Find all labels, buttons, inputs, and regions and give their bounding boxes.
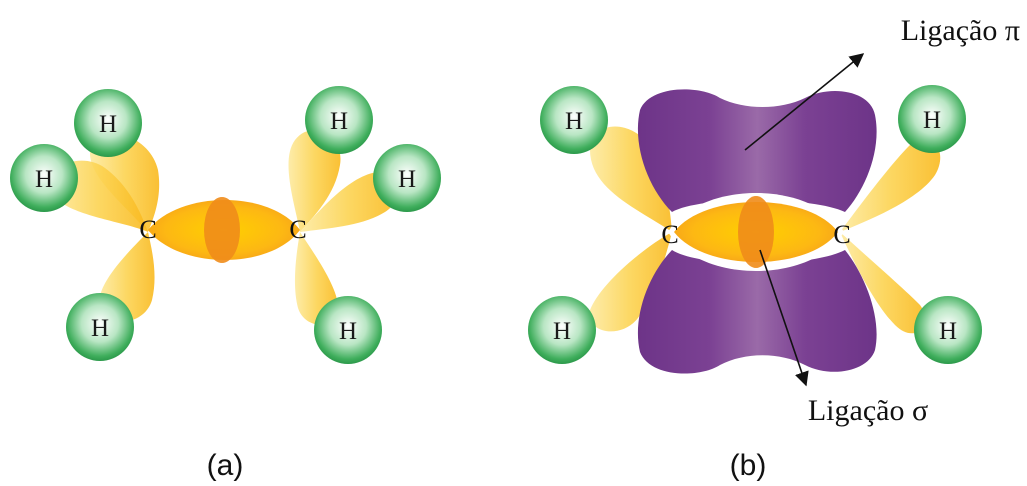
hydrogen-label: H — [553, 318, 571, 345]
hydrogen-atom: H — [314, 296, 382, 364]
carbon-label: C — [139, 215, 156, 244]
panel-a-label: (a) — [207, 449, 244, 482]
carbon-label: C — [661, 220, 678, 249]
panel-b-molecule — [589, 89, 941, 374]
hydrogen-label: H — [99, 111, 117, 138]
sp2-orbital-lobe — [288, 130, 341, 232]
hydrogen-label: H — [398, 166, 416, 193]
hydrogen-atom: H — [540, 86, 608, 154]
pi-bond-arrow — [744, 53, 865, 151]
sigma-bond-arrow — [759, 249, 809, 387]
hydrogen-atom: H — [66, 293, 134, 361]
hydrogen-label: H — [330, 108, 348, 135]
sp2-orbital-lobe — [840, 138, 941, 232]
carbon-label: C — [289, 215, 306, 244]
hydrogen-atom: H — [373, 144, 441, 212]
hydrogen-label: H — [923, 107, 941, 134]
sp2-orbital-lobe — [294, 232, 339, 325]
pi-bond-lower-lobe — [637, 250, 877, 374]
hydrogen-label: H — [565, 108, 583, 135]
hydrogen-atom: H — [528, 296, 596, 364]
sp2-orbital-lobe — [300, 171, 398, 232]
sp2-orbital-lobe — [90, 133, 160, 232]
sigma-bond-overlap — [738, 196, 774, 268]
hydrogen-label: H — [91, 315, 109, 342]
hydrogen-atoms: H H H H H H H H — [10, 85, 982, 364]
sigma-bond-label: Ligação σ — [808, 394, 928, 427]
sp2-orbital-lobe — [840, 232, 926, 334]
hydrogen-label: H — [939, 318, 957, 345]
panel-b-label: (b) — [730, 449, 767, 482]
hydrogen-label: H — [35, 166, 53, 193]
hydrogen-atom: H — [305, 86, 373, 154]
sigma-bond-overlap — [204, 197, 240, 263]
pi-bond-upper-lobe — [637, 89, 877, 212]
panel-a-molecule — [48, 130, 398, 325]
hydrogen-atom: H — [898, 85, 966, 153]
hydrogen-atom: H — [74, 89, 142, 157]
carbon-label: C — [833, 220, 850, 249]
hydrogen-atom: H — [10, 144, 78, 212]
sp2-orbital-lobe — [589, 232, 672, 332]
pi-bond-label: Ligação π — [901, 14, 1020, 47]
hydrogen-atom: H — [914, 296, 982, 364]
hydrogen-label: H — [339, 318, 357, 345]
